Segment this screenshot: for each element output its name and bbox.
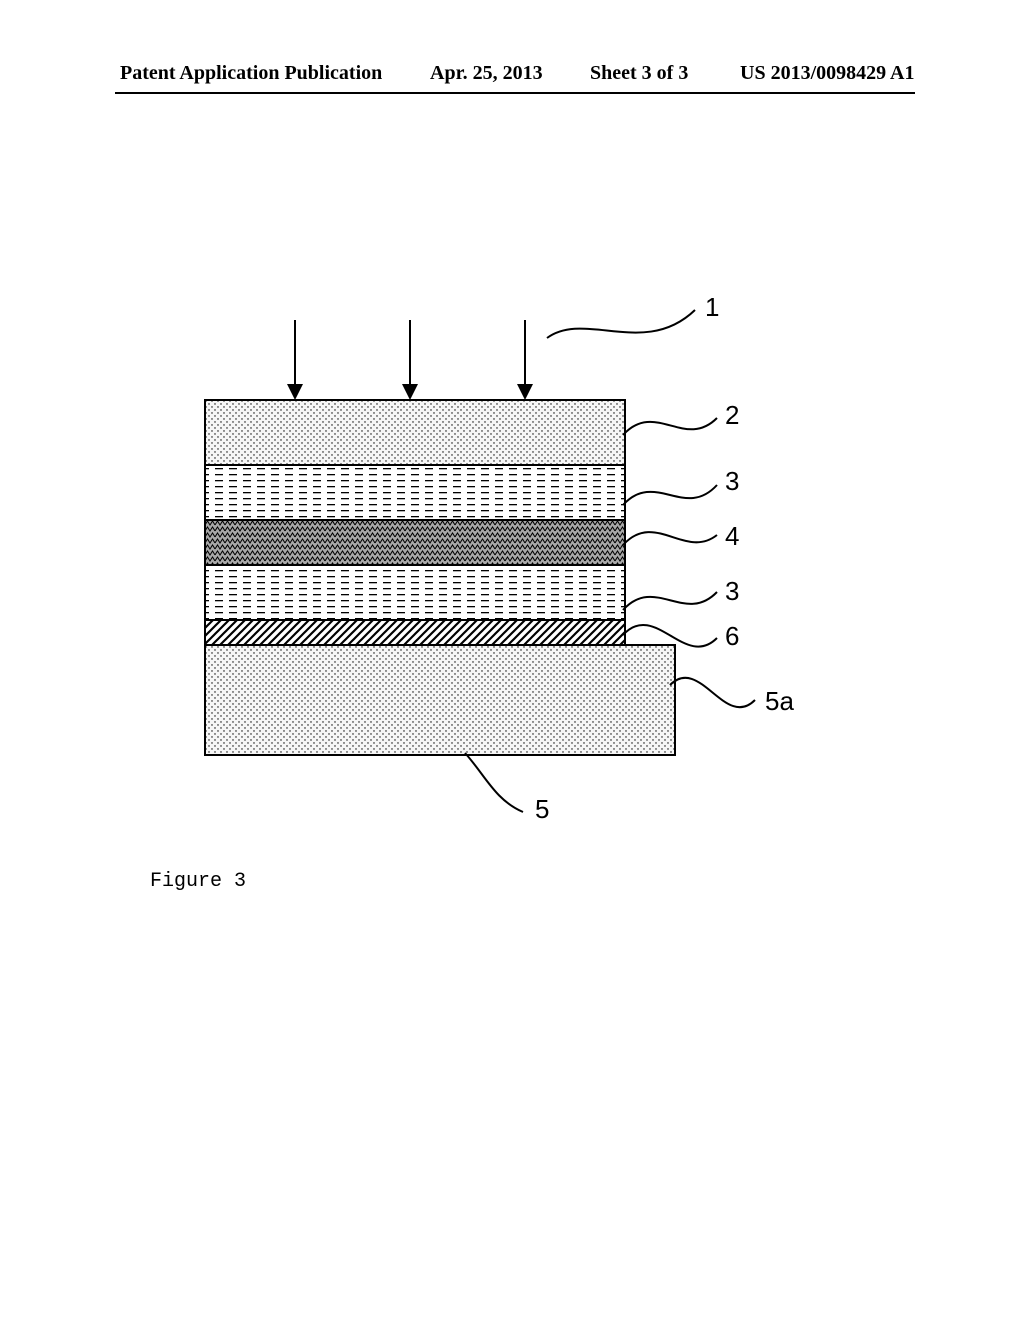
label-1: 1	[705, 292, 719, 322]
label-5: 5	[535, 794, 549, 824]
layer-6	[205, 620, 625, 645]
leader-5	[465, 753, 523, 812]
label-4: 4	[725, 521, 739, 551]
label-5a: 5a	[765, 686, 794, 716]
label-6: 6	[725, 621, 739, 651]
header-rule	[115, 92, 915, 94]
layer-5	[205, 645, 675, 755]
layer-4	[205, 520, 625, 565]
label-3: 3	[725, 466, 739, 496]
layer-2	[205, 400, 625, 465]
leader-2	[623, 418, 717, 435]
publication-number: US 2013/0098429 A1	[740, 62, 914, 85]
label-3: 3	[725, 576, 739, 606]
leader-4	[623, 532, 717, 545]
layer-3b	[205, 565, 625, 620]
leader-3	[623, 592, 717, 610]
publication-type: Patent Application Publication	[120, 62, 382, 85]
sheet-info: Sheet 3 of 3	[590, 62, 688, 85]
leader-6	[623, 625, 717, 647]
figure-diagram: 1 2 3 4 3 6 5a 5	[145, 280, 885, 840]
label-2: 2	[725, 400, 739, 430]
page: Patent Application Publication Apr. 25, …	[0, 0, 1024, 1320]
leader-5a	[670, 678, 755, 707]
leader-1	[547, 310, 695, 338]
layer-3a	[205, 465, 625, 520]
leader-3	[623, 485, 717, 505]
publication-date: Apr. 25, 2013	[430, 62, 543, 85]
figure-caption: Figure 3	[150, 870, 246, 893]
